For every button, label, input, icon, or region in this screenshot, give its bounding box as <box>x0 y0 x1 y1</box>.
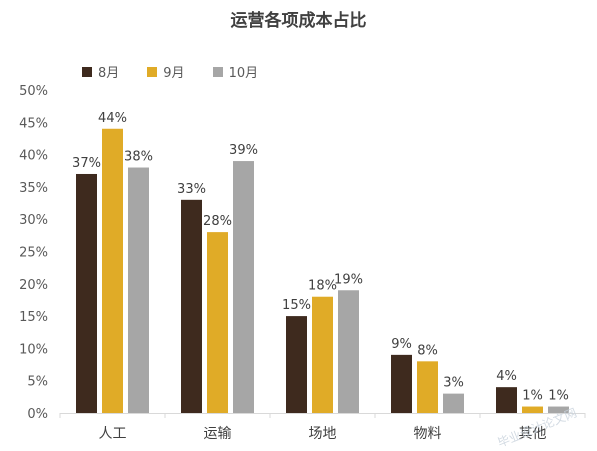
data-label: 38% <box>124 150 153 165</box>
bar-9月-人工 <box>102 128 123 413</box>
bar-9月-物料 <box>417 361 438 413</box>
x-category-label: 人工 <box>99 426 127 442</box>
y-tick-label: 40% <box>19 149 48 164</box>
bar-8月-人工 <box>76 173 97 413</box>
y-tick-label: 25% <box>19 246 48 261</box>
x-category-label: 场地 <box>309 426 337 442</box>
data-label: 18% <box>308 279 337 294</box>
bar-8月-物料 <box>391 354 412 413</box>
data-label: 39% <box>229 143 258 158</box>
bar-8月-其他 <box>496 387 517 413</box>
data-label: 19% <box>334 272 363 287</box>
y-tick-label: 30% <box>19 213 48 228</box>
bar-8月-场地 <box>286 316 307 413</box>
y-tick-label: 15% <box>19 310 48 325</box>
y-tick-label: 10% <box>19 342 48 357</box>
chart-title: 运营各项成本占比 <box>230 11 367 31</box>
data-label: 3% <box>443 376 464 391</box>
data-label: 15% <box>282 298 311 313</box>
y-tick-label: 0% <box>27 407 48 422</box>
y-tick-label: 50% <box>19 84 48 99</box>
y-tick-label: 45% <box>19 116 48 131</box>
y-tick-label: 20% <box>19 278 48 293</box>
legend-item-8: 8月 <box>82 62 119 81</box>
legend-item-9: 9月 <box>147 62 185 81</box>
legend-label-9: 9月 <box>163 66 185 81</box>
bar-10月-人工 <box>128 167 149 413</box>
chart-legend: 8月 9月 10月 <box>82 62 258 81</box>
bar-9月-其他 <box>522 406 543 413</box>
bar-10月-其他 <box>548 406 569 413</box>
data-label: 1% <box>522 389 543 404</box>
legend-label-10: 10月 <box>228 66 259 81</box>
x-category-label: 物料 <box>414 426 442 442</box>
bar-10月-场地 <box>338 290 359 413</box>
legend-item-10: 10月 <box>212 62 259 81</box>
bar-8月-运输 <box>181 199 202 413</box>
data-label: 9% <box>391 337 412 352</box>
data-label: 37% <box>72 156 101 171</box>
data-label: 33% <box>177 182 206 197</box>
legend-swatch-9 <box>147 66 158 77</box>
data-label: 28% <box>203 214 232 229</box>
data-label: 44% <box>98 111 127 126</box>
legend-swatch-10 <box>212 66 223 77</box>
legend-label-8: 8月 <box>98 66 120 81</box>
y-tick-label: 35% <box>19 181 48 196</box>
x-category-label: 其他 <box>519 426 547 442</box>
bar-9月-场地 <box>312 296 333 413</box>
x-category-label: 运输 <box>204 426 232 442</box>
data-label: 1% <box>548 389 569 404</box>
data-label: 8% <box>417 343 438 358</box>
bar-10月-运输 <box>233 161 254 413</box>
y-tick-label: 5% <box>27 375 48 390</box>
legend-swatch-8 <box>82 66 92 77</box>
bar-9月-运输 <box>207 232 228 413</box>
bar-10月-物料 <box>443 393 464 413</box>
data-label: 4% <box>496 369 517 384</box>
